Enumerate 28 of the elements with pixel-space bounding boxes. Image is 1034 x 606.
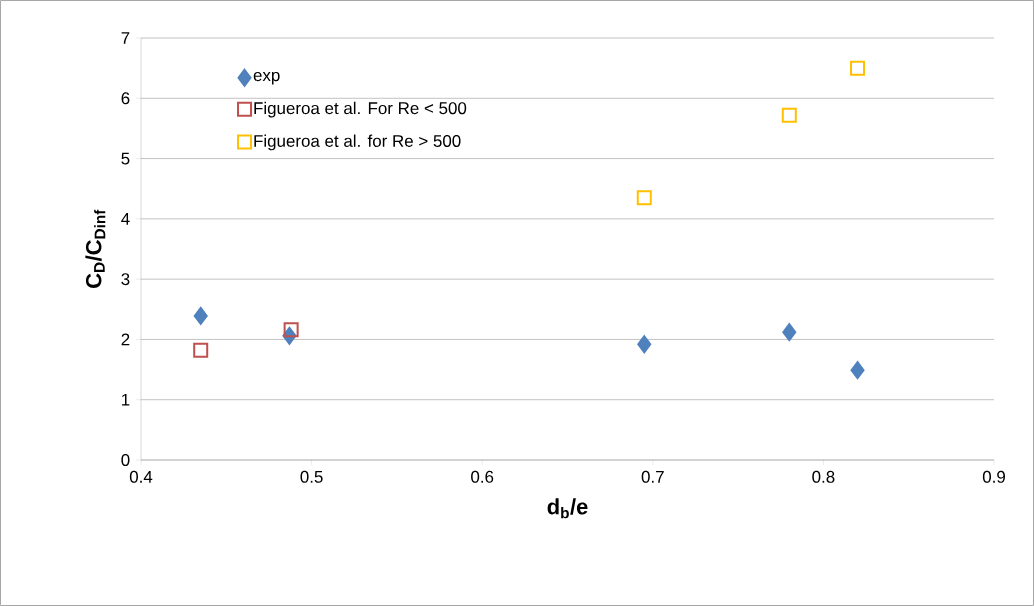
y-tick-label: 1 bbox=[122, 393, 130, 406]
legend-label: exp bbox=[253, 71, 280, 85]
x-axis-title: d$_{b}$/e bbox=[547, 498, 588, 519]
y-tick-label: 4 bbox=[121, 213, 130, 225]
point bbox=[193, 342, 209, 358]
x-tick-label: 0.7 bbox=[641, 470, 664, 483]
point bbox=[636, 190, 652, 206]
x-tick-label: 0.5 bbox=[300, 470, 323, 483]
x-tick-label: 0.8 bbox=[812, 470, 835, 483]
point bbox=[637, 335, 652, 354]
point bbox=[283, 322, 299, 338]
x-tick-label: 0.4 bbox=[129, 470, 153, 483]
point bbox=[850, 60, 866, 76]
y-tick-label: 0 bbox=[121, 454, 130, 466]
legend-label: Figueroa et al. for Re > 500 bbox=[254, 134, 461, 151]
point bbox=[782, 323, 797, 342]
y-tick-label: 7 bbox=[121, 32, 130, 44]
point bbox=[193, 306, 208, 325]
y-tick-label: 3 bbox=[121, 273, 130, 286]
y-tick-label: 2 bbox=[121, 333, 130, 346]
y-axis-title: C$_{D}$/C$_{Dinf}$ bbox=[85, 209, 106, 288]
x-tick-label: 0.6 bbox=[471, 470, 494, 483]
x-tick-label: 0.9 bbox=[982, 470, 1005, 483]
y-tick-label: 6 bbox=[121, 92, 130, 105]
y-tick-label: 5 bbox=[121, 152, 130, 165]
point bbox=[850, 361, 865, 380]
point bbox=[781, 107, 797, 123]
legend-label: Figueroa et al. For Re < 500 bbox=[254, 101, 467, 118]
